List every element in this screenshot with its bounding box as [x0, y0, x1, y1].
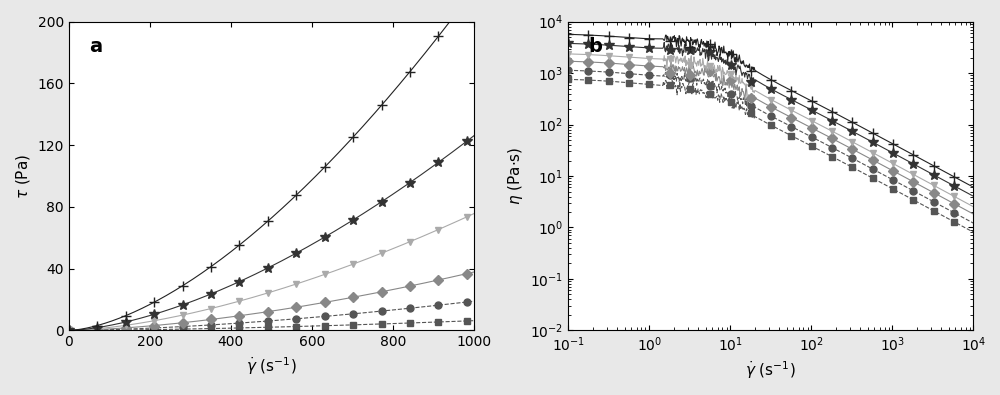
X-axis label: $\dot{\gamma}$ (s$^{-1}$): $\dot{\gamma}$ (s$^{-1}$) — [246, 355, 297, 376]
Y-axis label: $\tau$ (Pa): $\tau$ (Pa) — [14, 154, 32, 199]
Y-axis label: $\eta$ (Pa$\cdot$s): $\eta$ (Pa$\cdot$s) — [506, 147, 525, 205]
Text: b: b — [588, 37, 602, 56]
Text: a: a — [89, 37, 102, 56]
X-axis label: $\dot{\gamma}$ (s$^{-1}$): $\dot{\gamma}$ (s$^{-1}$) — [745, 359, 796, 381]
